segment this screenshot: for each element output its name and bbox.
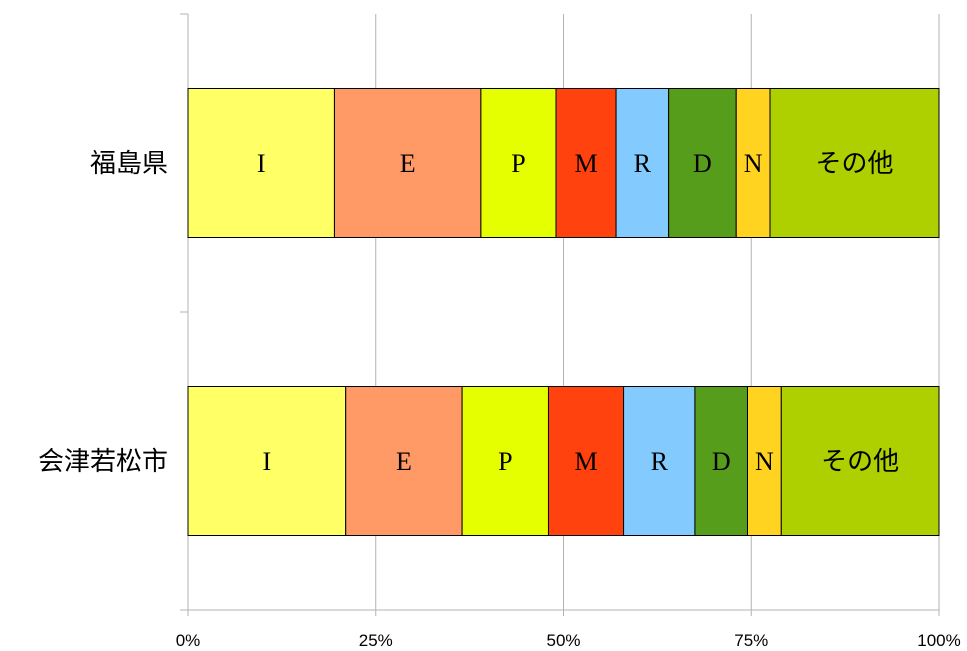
- x-tick-label: 50%: [546, 631, 580, 650]
- segment-label: E: [400, 149, 416, 178]
- segment-label: M: [574, 447, 597, 476]
- segment-label: その他: [816, 149, 894, 178]
- bars: [187, 88, 940, 536]
- segment-label: P: [511, 149, 525, 178]
- segment-label: N: [744, 149, 763, 178]
- segment-label: M: [574, 149, 597, 178]
- segment-label: I: [263, 447, 272, 476]
- bar-segment: [769, 88, 940, 238]
- x-tick-label: 75%: [734, 631, 768, 650]
- segment-label: D: [693, 149, 712, 178]
- bar-segment: [547, 386, 625, 536]
- segment-label: N: [755, 447, 774, 476]
- category-label: 福島県: [90, 149, 168, 179]
- x-tick-label: 100%: [917, 631, 960, 650]
- segment-label: P: [498, 447, 512, 476]
- x-tick-label: 0%: [176, 631, 201, 650]
- bar-segment: [461, 386, 549, 536]
- segment-label: E: [396, 447, 412, 476]
- bar-segment: [623, 386, 696, 536]
- segment-label: その他: [821, 447, 899, 476]
- bar-segment: [780, 386, 940, 536]
- bar-segment: [735, 88, 771, 238]
- bar-segment: [615, 88, 670, 238]
- bar-segment: [668, 88, 737, 238]
- x-tick-label: 25%: [359, 631, 393, 650]
- segment-label: I: [257, 149, 266, 178]
- category-label: 会津若松市: [38, 447, 168, 477]
- bar-segment: [746, 386, 782, 536]
- bar-segment: [694, 386, 748, 536]
- bar-segment: [187, 386, 347, 536]
- bar-segment: [345, 386, 463, 536]
- segment-label: R: [634, 149, 652, 178]
- bar-segment: [480, 88, 557, 238]
- segment-label: R: [651, 447, 669, 476]
- segment-label: D: [712, 447, 731, 476]
